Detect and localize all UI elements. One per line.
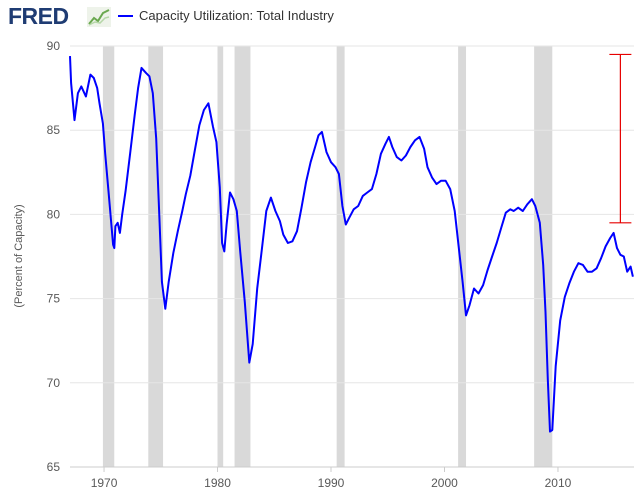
y-tick-label: 70 <box>47 376 61 390</box>
legend-swatch <box>118 15 133 17</box>
y-tick-label: 65 <box>47 460 61 474</box>
chart-header: FRED Capacity Utilization: Total Industr… <box>0 0 640 34</box>
recession-band-4 <box>336 46 345 467</box>
axes: 65 70 75 80 85 90 1970 1980 1990 2000 2010 <box>47 39 634 490</box>
y-tick-label: 75 <box>47 292 61 306</box>
chart-line-icon <box>87 7 111 27</box>
x-tick-label: 2010 <box>545 476 572 490</box>
y-tick-label: 90 <box>47 39 61 53</box>
x-tick-label: 1990 <box>318 476 345 490</box>
recession-band-1 <box>148 46 164 467</box>
recession-band-3 <box>234 46 251 467</box>
recession-band-2 <box>217 46 224 467</box>
y-tick-label: 85 <box>47 123 61 137</box>
recession-bands <box>102 46 553 467</box>
legend-label: Capacity Utilization: Total Industry <box>139 8 334 23</box>
x-tick-label: 1980 <box>204 476 231 490</box>
y-axis-label: (Percent of Capacity) <box>13 204 25 307</box>
x-tick-label: 2000 <box>431 476 458 490</box>
recession-band-0 <box>102 46 115 467</box>
fred-logo[interactable]: FRED <box>8 3 69 29</box>
y-tick-label: 80 <box>47 207 61 221</box>
x-tick-label: 1970 <box>91 476 118 490</box>
annotation-layer <box>609 53 632 224</box>
series-layer <box>69 56 634 433</box>
series-line-0[interactable] <box>69 56 634 433</box>
recession-band-5 <box>458 46 467 467</box>
